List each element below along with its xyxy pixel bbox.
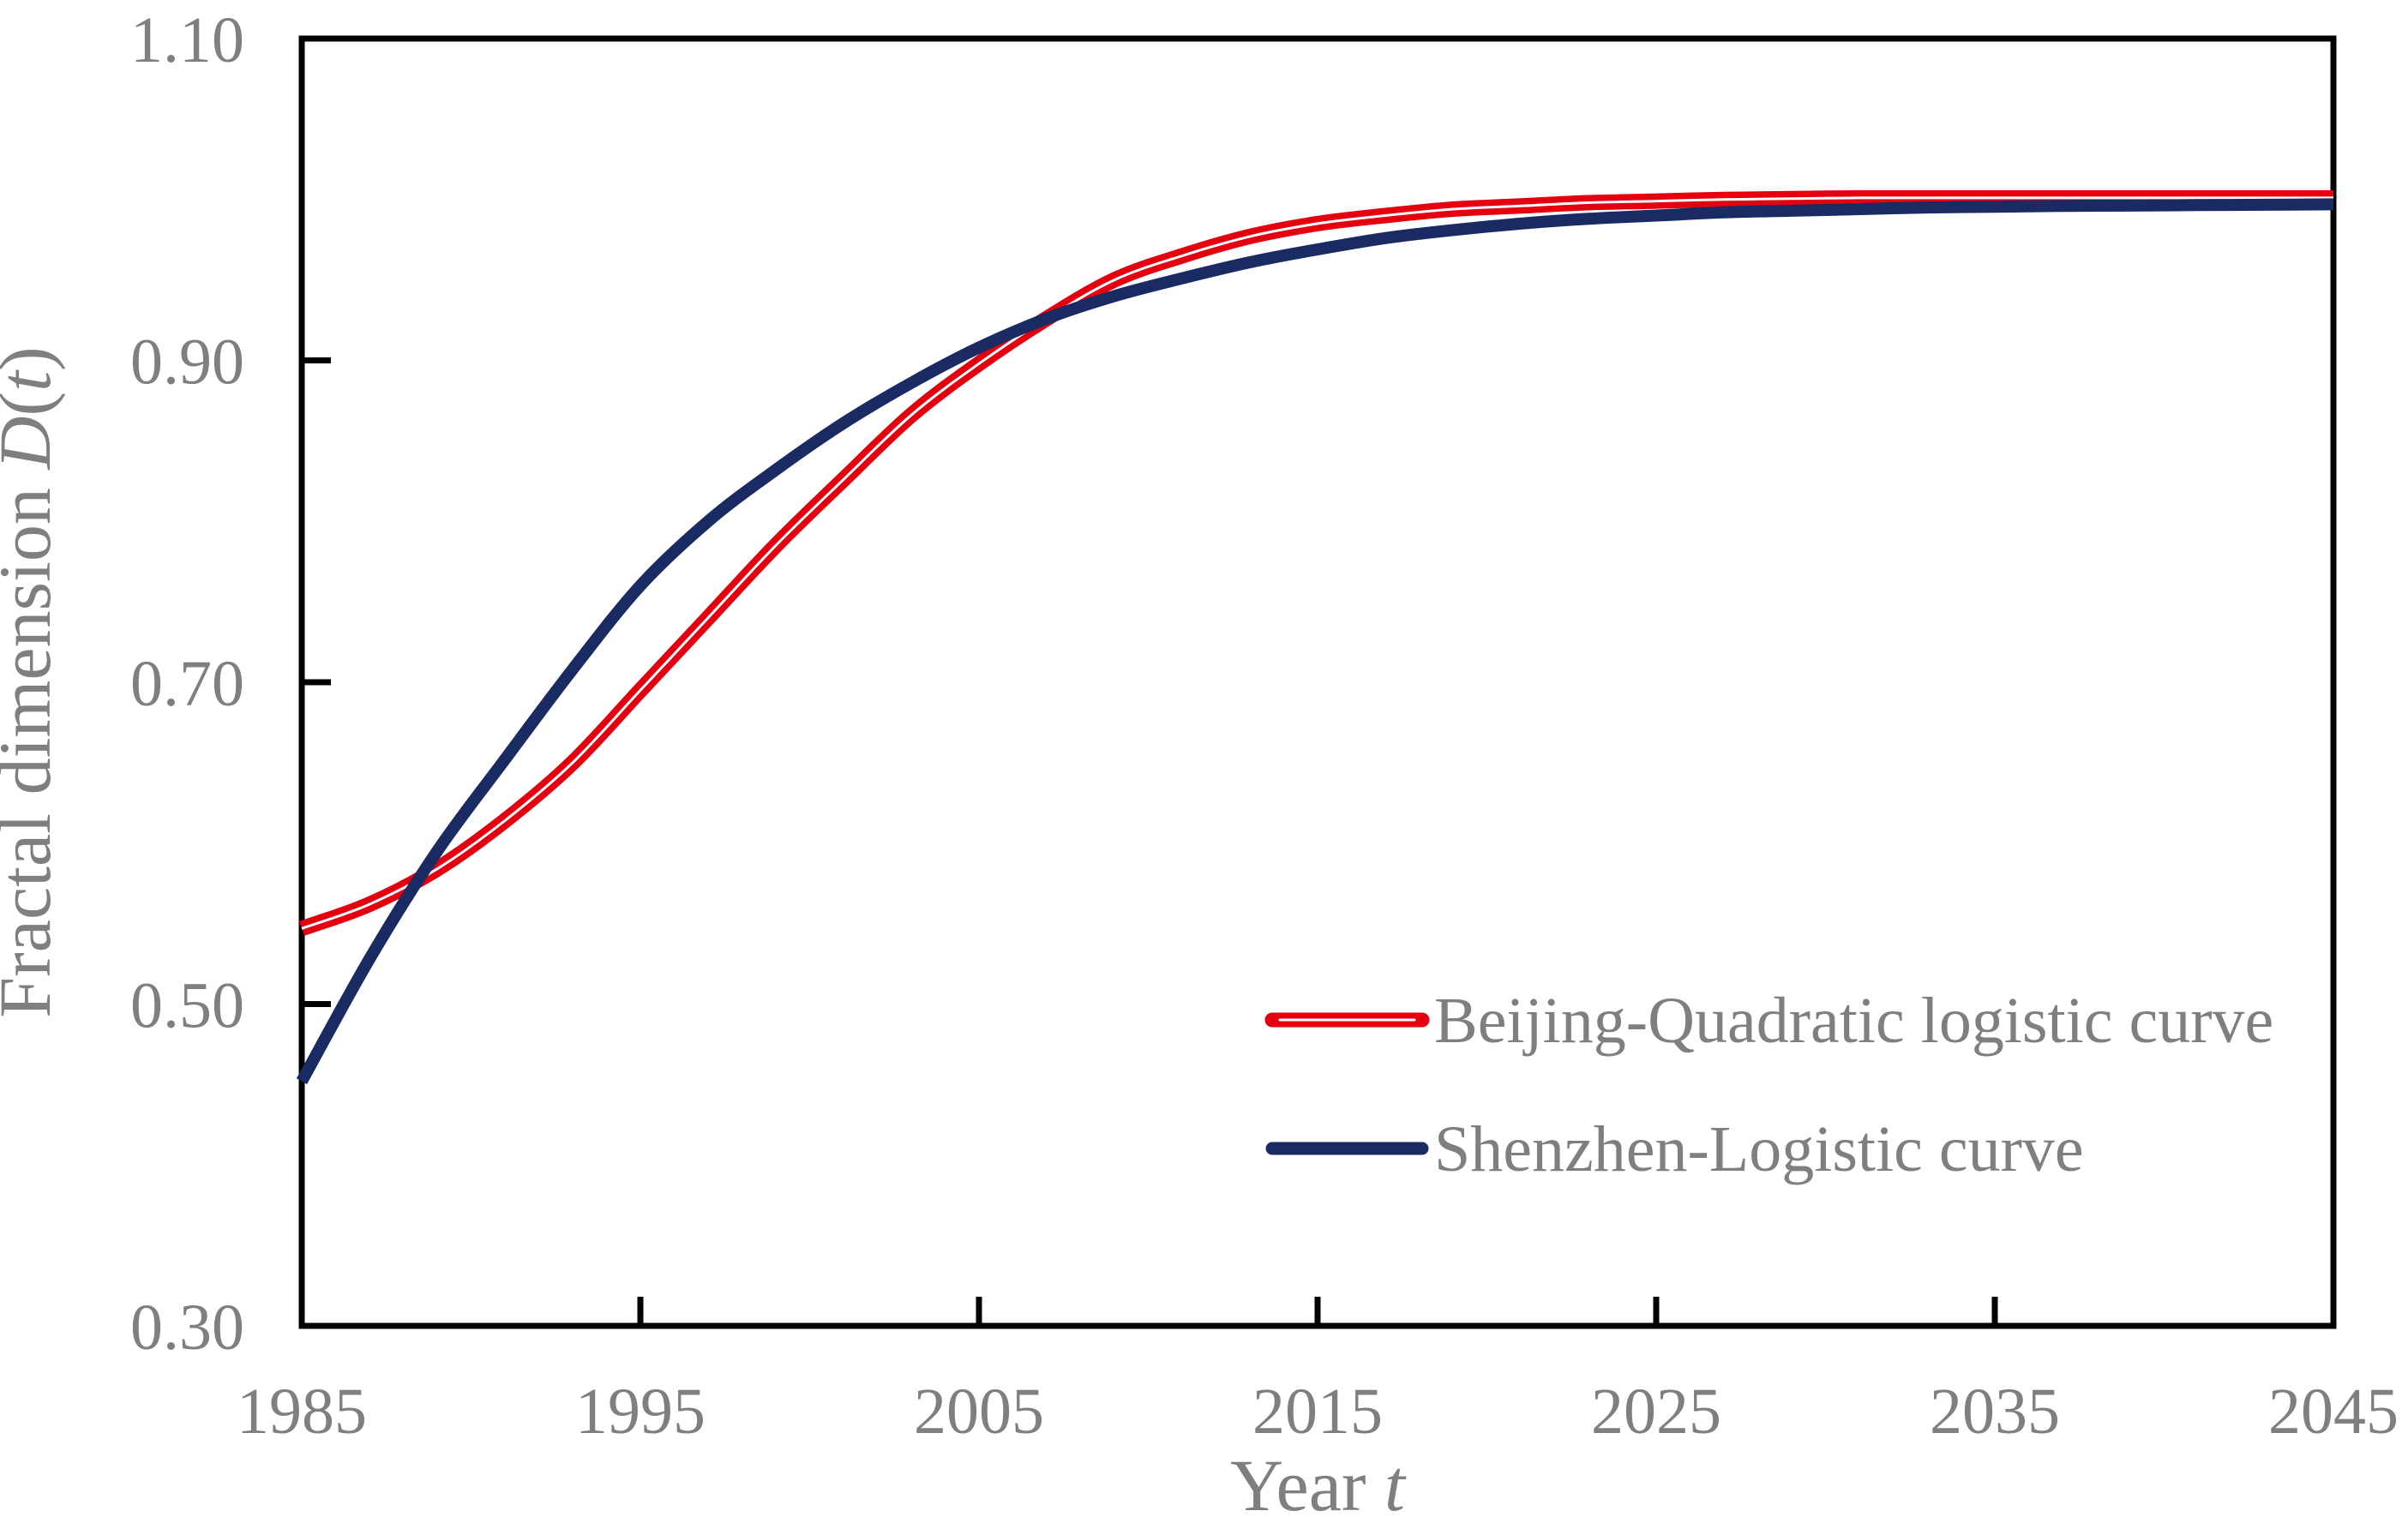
legend-label-beijing: Beijing-Quadratic logistic curve bbox=[1434, 985, 2273, 1057]
y-tick-label: 0.70 bbox=[130, 648, 244, 720]
x-axis-title-var-t: t bbox=[1384, 1444, 1407, 1517]
x-tick-label: 2045 bbox=[2268, 1376, 2399, 1448]
x-axis-title: Year t bbox=[1230, 1444, 1407, 1517]
legend: Beijing-Quadratic logistic curve Shenzhe… bbox=[1264, 985, 2273, 1185]
y-axis-title-paren-open: ( bbox=[0, 392, 66, 417]
x-tick-label: 1995 bbox=[575, 1376, 706, 1448]
y-axis-title-text: Fractal dimension bbox=[0, 470, 66, 1018]
legend-label-shenzhen: Shenzhen-Logistic curve bbox=[1434, 1113, 2084, 1185]
axis-ticks bbox=[302, 357, 1998, 1326]
y-axis-title-var-t: t bbox=[0, 369, 66, 392]
curve-beijing-core bbox=[301, 196, 2333, 930]
y-tick-label: 0.50 bbox=[130, 970, 244, 1042]
curve-shenzhen bbox=[296, 198, 2334, 1084]
y-tick-label: 0.30 bbox=[130, 1292, 244, 1364]
x-tick-label: 2025 bbox=[1591, 1376, 1721, 1448]
curve-beijing bbox=[298, 189, 2333, 936]
legend-item-beijing: Beijing-Quadratic logistic curve bbox=[1264, 985, 2273, 1057]
y-tick-label: 1.10 bbox=[130, 4, 244, 76]
y-axis-title: Fractal dimension D(t) bbox=[0, 346, 66, 1017]
x-axis-title-text: Year bbox=[1230, 1444, 1384, 1517]
x-tick-label: 2035 bbox=[1930, 1376, 2060, 1448]
x-tick-label: 2015 bbox=[1252, 1376, 1383, 1448]
legend-item-shenzhen: Shenzhen-Logistic curve bbox=[1265, 1113, 2084, 1185]
data-curves bbox=[296, 189, 2334, 1084]
y-axis-title-paren-close: ) bbox=[0, 346, 66, 371]
axis-tick-labels: 0.30 0.50 0.70 0.90 1.10 1985 1995 2005 2015 2025… bbox=[130, 4, 2399, 1448]
y-axis-title-var-D: D bbox=[0, 416, 66, 470]
x-tick-label: 2005 bbox=[914, 1376, 1044, 1448]
x-tick-label: 1985 bbox=[237, 1376, 367, 1448]
y-tick-label: 0.90 bbox=[130, 327, 244, 399]
